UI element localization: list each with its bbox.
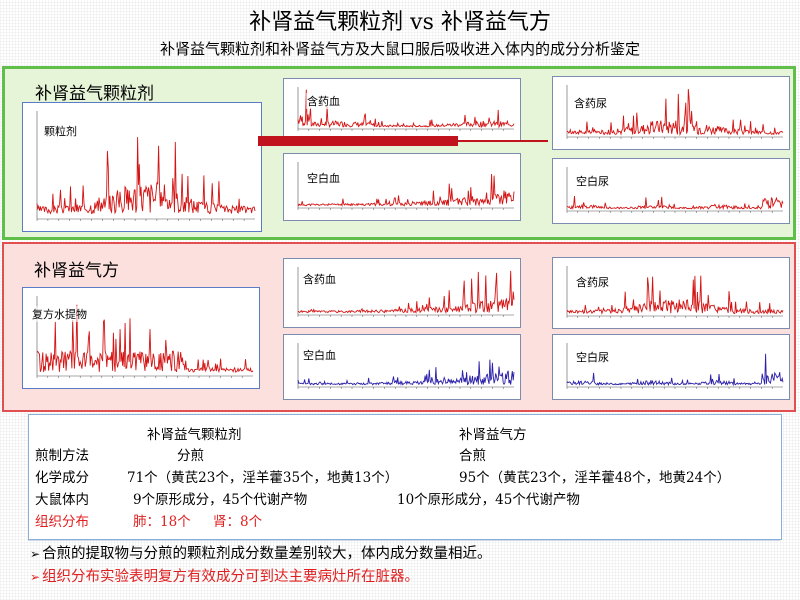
granule-section-label: 补肾益气颗粒剂 [35,84,154,104]
row-invivo-label: 大鼠体内 [35,492,89,508]
decoction-serum-chromatogram: 含药血 [283,258,521,328]
table-header-granule: 补肾益气颗粒剂 [147,427,242,443]
row-invivo-decoction: 10个原形成分，45个代谢产物 [397,492,580,508]
chromatogram-trace [297,173,515,207]
chromatogram-trace [297,270,515,315]
row-chem-decoction: 95个（黄芪23个，淫羊藿48个，地黄24个） [459,470,731,486]
row-method-granule: 分煎 [177,448,204,464]
granule-blank-urine-label: 空白尿 [575,173,610,189]
chromatogram-trace [566,196,784,211]
comparison-line [458,140,548,142]
chromatogram-trace [36,304,254,374]
bullet-text-2: 组织分布实验表明复方有效成分可到达主要病灶所在脏器。 [42,569,420,585]
decoction-blank-serum-chromatogram: 空白血 [283,334,521,400]
granule-blank-serum-label: 空白血 [306,170,341,186]
arrow-right-icon: ➢ [30,547,41,561]
chart-axis [566,85,783,138]
row-method-label: 煎制方法 [35,448,89,464]
slide-subtitle: 补肾益气颗粒剂和补肾益气方及大鼠口服后吸收进入体内的成分分析鉴定 [159,40,640,58]
row-tissue-label: 组织分布 [35,514,89,530]
chromatogram-trace [36,137,256,215]
decoction-main-chart-label: 复方水提物 [31,306,88,322]
slide-title: 补肾益气颗粒剂 vs 补肾益气方 [249,10,551,35]
row-tissue-kidney: 肾：8个 [213,514,263,530]
granule-blank-serum-chromatogram: 空白血 [283,153,521,221]
row-method-decoction: 合煎 [459,448,486,464]
row-chem-granule: 71个（黄芪23个，淫羊藿35个，地黄13个） [127,470,399,486]
decoction-section-label: 补肾益气方 [34,261,119,281]
chromatogram-trace [566,353,784,387]
decoction-blank-urine-label: 空白尿 [575,349,610,365]
decoction-main-chromatogram: 复方水提物 [22,287,260,389]
granule-urine-label: 含药尿 [573,95,608,111]
decoction-urine-chromatogram: 含药尿 [552,257,790,329]
granule-serum-label: 含药血 [306,93,341,109]
comparison-table: 补肾益气颗粒剂 补肾益气方 煎制方法 分煎 合煎 化学成分 71个（黄芪23个，… [28,414,782,540]
bullet-item-1: ➢ 合煎的提取物与分煎的颗粒剂成分数量差别较大，体内成分数量相近。 [30,542,492,563]
granule-serum-chromatogram: 含药血 [283,78,521,142]
chromatogram-trace [566,89,784,137]
bullet-text-1: 合煎的提取物与分煎的颗粒剂成分数量差别较大，体内成分数量相近。 [42,546,492,562]
chromatogram-trace [566,275,784,316]
table-header-decoction: 补肾益气方 [459,427,527,443]
decoction-blank-urine-chromatogram: 空白尿 [552,334,790,400]
granule-main-chart-label: 颗粒剂 [43,123,78,139]
row-chem-label: 化学成分 [35,470,89,486]
row-tissue-lung: 肺：18个 [133,514,191,530]
divider [28,540,780,541]
bullet-item-2: ➢ 组织分布实验表明复方有效成分可到达主要病灶所在脏器。 [30,565,419,586]
decoction-blank-serum-label: 空白血 [302,347,337,363]
comparison-bar [258,136,458,146]
granule-urine-chromatogram: 含药尿 [552,76,790,150]
chromatogram-trace [297,359,515,386]
granule-blank-urine-chromatogram: 空白尿 [552,158,790,224]
arrow-right-icon: ➢ [30,570,41,584]
granule-main-chromatogram: 颗粒剂 [22,102,262,232]
decoction-urine-label: 含药尿 [575,274,610,290]
row-invivo-granule: 9个原形成分，45个代谢产物 [133,492,308,508]
chromatogram-trace [297,89,515,129]
decoction-serum-label: 含药血 [302,271,337,287]
